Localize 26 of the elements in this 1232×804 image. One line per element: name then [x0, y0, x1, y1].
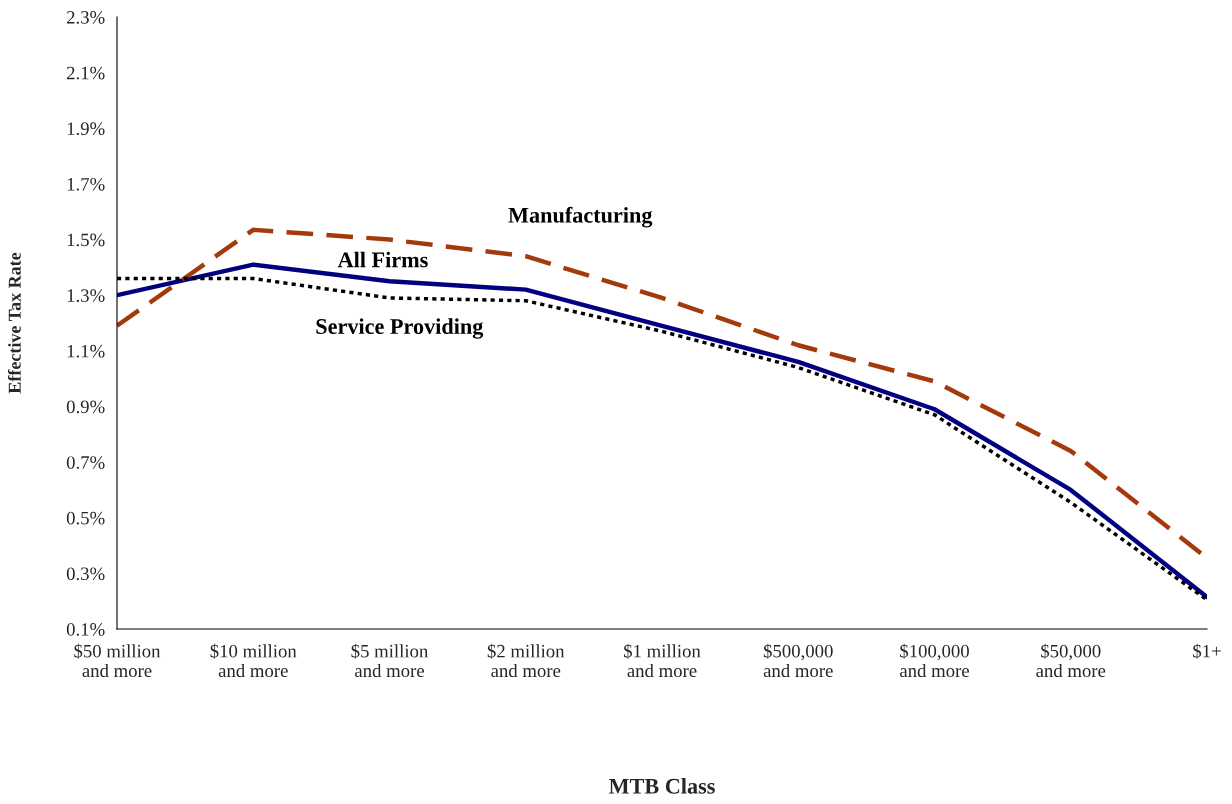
- x-tick-label: $2 million and more: [487, 643, 565, 678]
- series-label: Service Providing: [316, 318, 484, 339]
- y-tick-label: 0.7%: [66, 456, 105, 469]
- y-tick-label: 1.1%: [67, 344, 105, 358]
- y-tick-label: 1.5%: [67, 233, 105, 247]
- x-tick-label: $1 million and more: [624, 643, 701, 678]
- x-tick-label: $1+: [1193, 643, 1221, 659]
- series-label: All Firms: [337, 251, 428, 268]
- series-label: Manufacturing: [508, 206, 653, 228]
- x-axis-title: MTB Class: [608, 778, 715, 794]
- y-tick-label: 2.3%: [66, 11, 105, 24]
- y-tick-label: 0.9%: [66, 400, 105, 414]
- x-tick-label: $50 million and more: [74, 643, 161, 678]
- y-tick-label: 1.7%: [67, 177, 105, 191]
- y-tick-label: 1.9%: [67, 122, 105, 136]
- x-tick-label: $10 million and more: [210, 643, 297, 678]
- y-tick-label: 0.1%: [66, 623, 105, 636]
- y-axis-title: Effective Tax Rate: [7, 252, 21, 394]
- x-tick-label: $100,000 and more: [900, 643, 969, 678]
- y-tick-label: 1.3%: [67, 289, 105, 302]
- y-tick-label: 0.5%: [66, 511, 105, 525]
- y-tick-label: 0.3%: [66, 567, 105, 581]
- x-tick-label: $50,000 and more: [1036, 643, 1106, 678]
- x-tick-label: $5 million and more: [351, 643, 429, 678]
- y-tick-label: 2.1%: [66, 66, 105, 80]
- x-tick-label: $500,000 and more: [763, 643, 833, 678]
